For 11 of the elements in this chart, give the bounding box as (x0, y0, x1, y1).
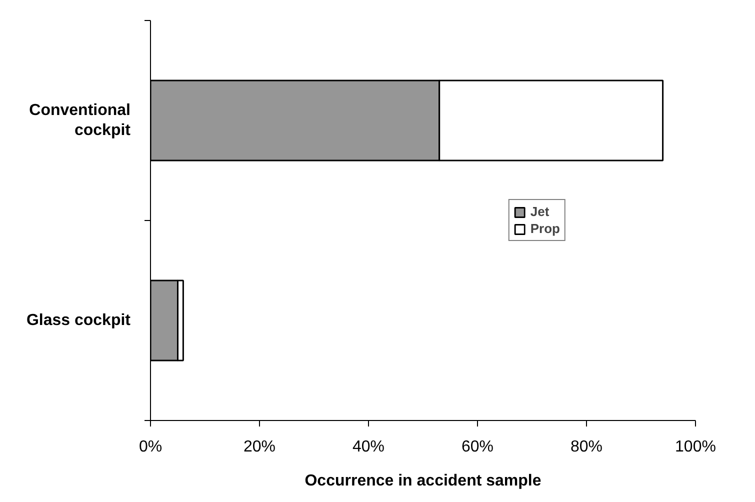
x-tick-label: 40% (352, 438, 385, 456)
x-tick-label: 60% (461, 438, 494, 456)
x-axis-title: Occurrence in accident sample (304, 472, 542, 490)
x-tick-label: 20% (243, 438, 276, 456)
legend-label: Prop (530, 221, 560, 236)
x-tick-label: 80% (570, 438, 603, 456)
y-tick-label: Conventional cockpit (29, 102, 132, 140)
legend-label: Jet (530, 204, 550, 219)
x-tick-label: 100% (675, 438, 716, 456)
y-tick-label: Glass cockpit (26, 312, 132, 329)
x-tick-label: 0% (138, 438, 162, 456)
